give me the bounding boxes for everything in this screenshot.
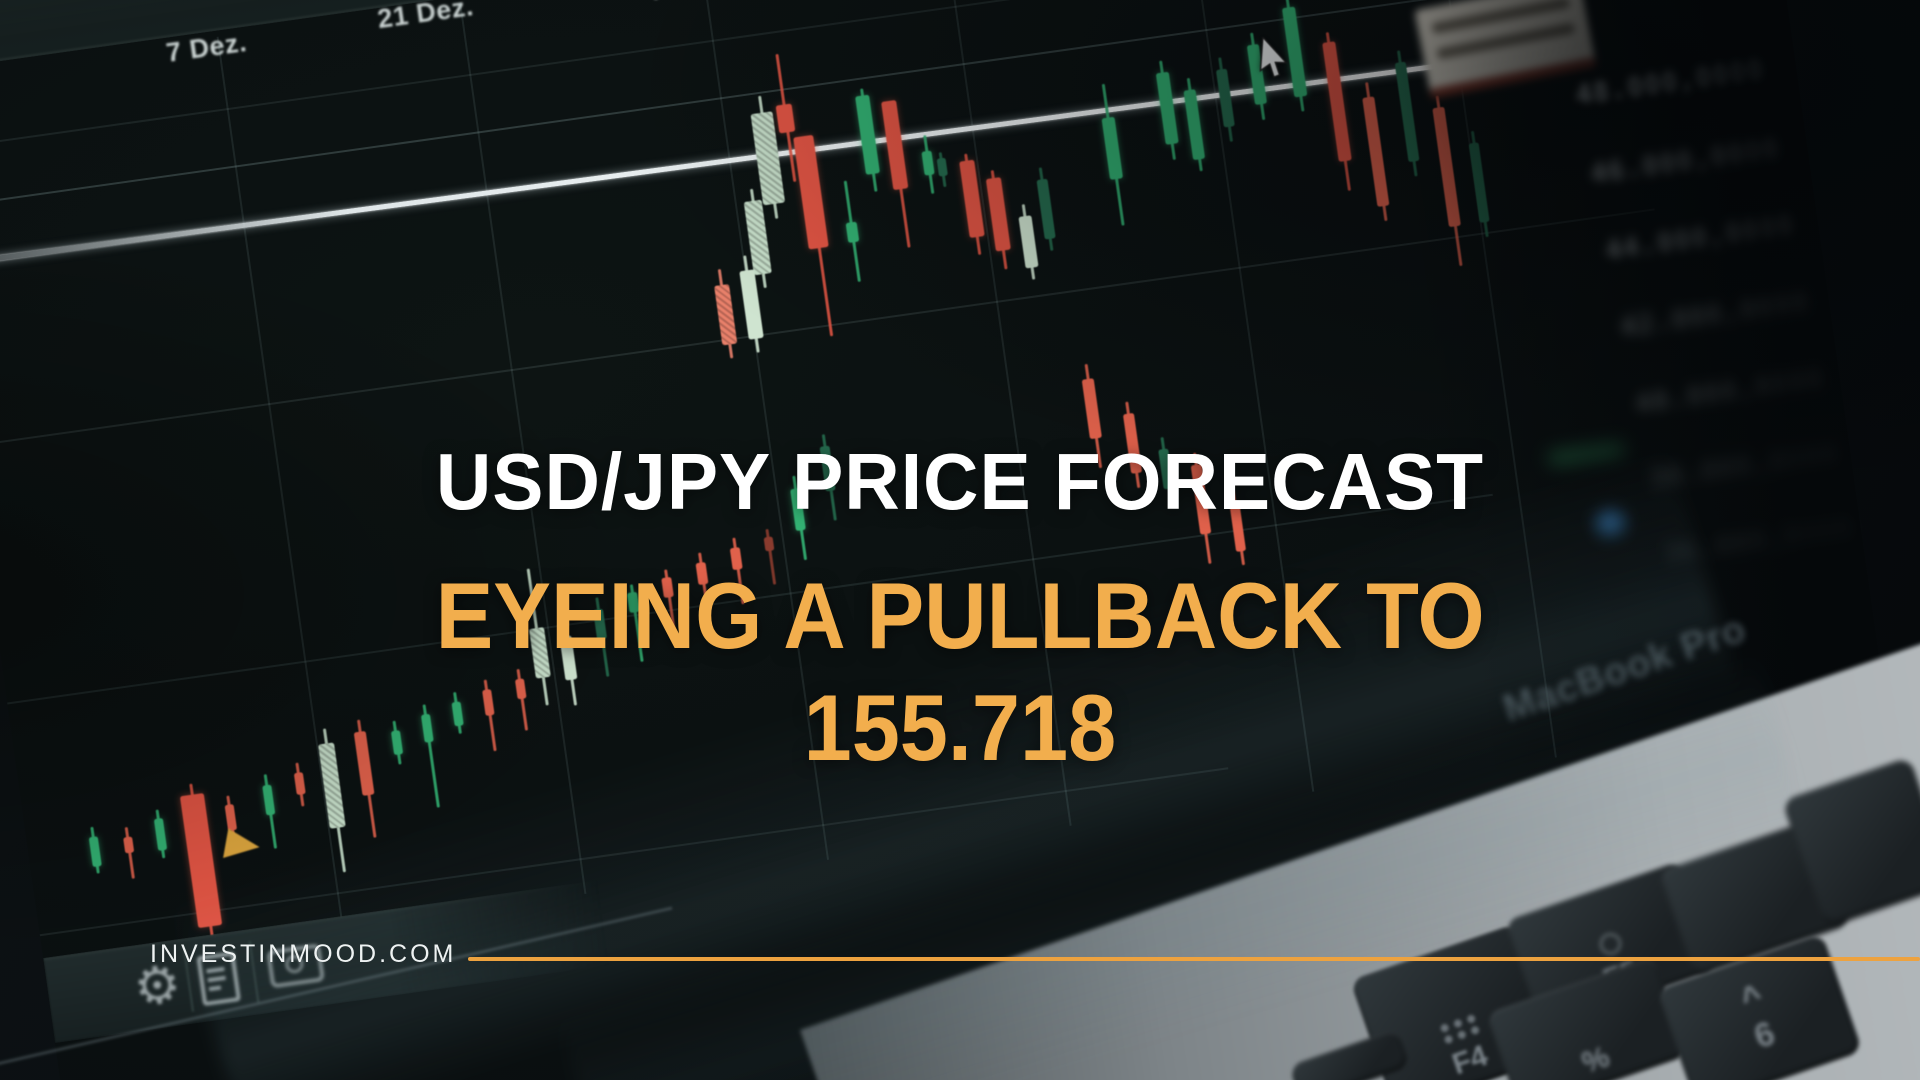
- candle-body: [261, 784, 275, 816]
- candle-body: [593, 608, 608, 640]
- candle-body: [985, 177, 1011, 252]
- candle-body: [318, 742, 346, 829]
- candle-body: [1155, 71, 1179, 145]
- gear-icon[interactable]: ⚙: [130, 954, 185, 1019]
- candle-body: [763, 536, 774, 552]
- candle-body: [1394, 61, 1420, 163]
- candle-body: [1183, 89, 1206, 161]
- camera-icon[interactable]: [266, 943, 326, 989]
- candle-body: [855, 94, 880, 175]
- candle-body: [1362, 96, 1390, 207]
- candle-body: [880, 100, 908, 191]
- candle-body: [88, 836, 102, 868]
- candle-body: [793, 134, 829, 250]
- candle-body: [514, 678, 527, 700]
- candle-body: [1229, 501, 1247, 552]
- candle-body: [153, 818, 167, 851]
- candle-body: [1035, 178, 1056, 240]
- candle-body: [729, 547, 743, 571]
- clipboard-icon[interactable]: [196, 951, 241, 1007]
- candle-body: [775, 103, 796, 134]
- candle-body: [1017, 215, 1039, 269]
- candle-body: [451, 701, 464, 727]
- mouse-cursor-icon: [1253, 35, 1295, 88]
- candle-body: [1122, 412, 1142, 474]
- candle-body: [819, 445, 836, 492]
- candle-body: [738, 269, 764, 340]
- candle-body: [790, 488, 806, 532]
- candle-body: [695, 561, 709, 586]
- sell-marker-icon: [223, 828, 262, 864]
- candle-body: [1158, 448, 1174, 490]
- candle-body: [179, 793, 223, 929]
- candle-body: [390, 730, 403, 756]
- candle-body: [293, 772, 306, 796]
- candle-body: [1101, 116, 1123, 180]
- candle-body: [921, 150, 935, 176]
- candle-body: [122, 836, 134, 854]
- candle-body: [1190, 464, 1211, 535]
- candle-body: [1432, 106, 1461, 228]
- brightness-icon: [1596, 930, 1624, 959]
- candle-body: [1215, 68, 1235, 128]
- candle-body: [420, 713, 434, 743]
- candle-body: [958, 159, 985, 239]
- candle-body: [626, 591, 640, 613]
- candle-body: [559, 635, 578, 681]
- candle-body: [353, 730, 375, 796]
- candle-body: [224, 804, 237, 832]
- candle-body: [1468, 142, 1490, 223]
- candle-body: [713, 284, 737, 346]
- candle-body: [936, 157, 948, 177]
- candle-body: [1321, 41, 1352, 162]
- candle-body: [743, 199, 772, 276]
- candle-body: [661, 576, 674, 599]
- toolbar-divider: [248, 940, 260, 1003]
- candle-body: [481, 689, 495, 717]
- toolbar-divider: [183, 950, 194, 1012]
- candle-body: [528, 627, 551, 679]
- candle-body: [1081, 378, 1102, 440]
- candle-body: [845, 221, 859, 244]
